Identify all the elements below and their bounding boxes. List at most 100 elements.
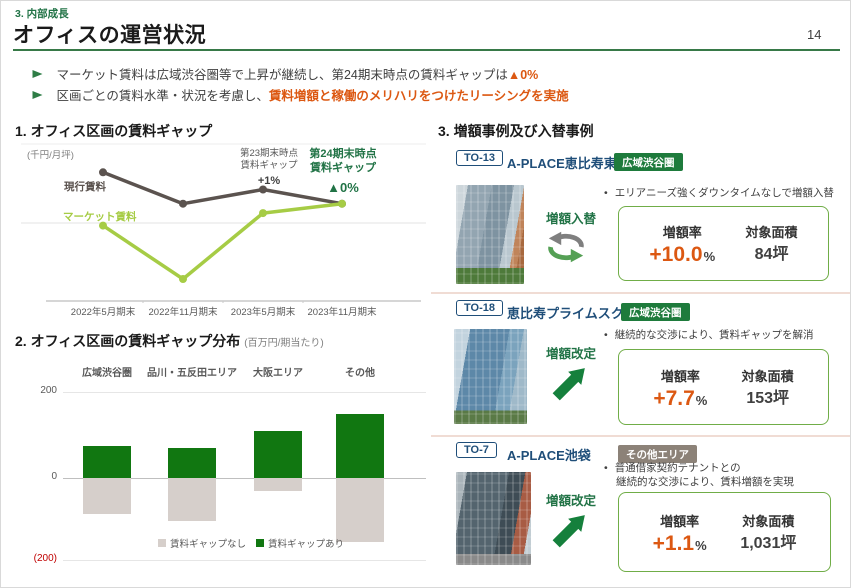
case3-area-badge: その他エリア [618, 445, 697, 463]
case3-note-text-line2: 継続的な交渉により、賃料増額を実現 [616, 476, 794, 488]
chart2-title: 2. オフィス区画の賃料ギャップ分布 [15, 333, 241, 349]
case1-name: A-PLACE恵比寿東 [507, 156, 617, 171]
gridline-neg200 [63, 560, 426, 561]
green-arrow-bullet-icon [32, 70, 43, 78]
case1-area-col: 対象面積 84坪 [746, 222, 798, 264]
x-tick-2: 2022年11月期末 [148, 307, 218, 318]
cases-title: 3. 増額事例及び入替事例 [438, 123, 594, 139]
case1-building-photo [456, 185, 524, 284]
case1-note: • エリアニーズ強くダウンタイムなしで増額入替 [604, 185, 834, 200]
case2-area-badge: 広域渋谷圏 [621, 303, 690, 321]
note-bullet: • [604, 187, 608, 199]
case2-rate-col: 増額率 +7.7% [653, 366, 707, 409]
case3-note: • 普通借家契約テナントとの [604, 460, 741, 475]
case3-name: A-PLACE池袋 [507, 448, 591, 463]
case3-note-text-line1: 普通借家契約テナントとの [614, 462, 741, 474]
case3-building-photo [456, 472, 531, 565]
case2-action-label: 増額改定 [546, 347, 597, 361]
gap-annotation-prev: 第23期末時点 賃料ギャップ +1% [240, 148, 298, 189]
x-tick-1: 2022年5月期末 [70, 307, 136, 318]
legend-item-gap: 賃料ギャップあり [256, 536, 344, 550]
chart2-title-row: 2. オフィス区画の賃料ギャップ分布 (百万円/期当たり) [15, 331, 324, 351]
bar-category-3: 大阪エリア [253, 368, 303, 379]
section-label: 3. 内部成長 [15, 8, 69, 20]
rent-gap-line-chart: (千円/月坪) 現行賃料 マーケット賃料 第23期末時点 賃料ギャップ +1% … [21, 143, 426, 319]
swap-arrows-icon [548, 231, 584, 263]
case3-action-label: 増額改定 [546, 494, 597, 508]
area-label: 対象面積 [741, 368, 794, 384]
case1-area-badge: 広域渋谷圏 [614, 153, 683, 171]
title-rule [13, 49, 840, 51]
line-chart-svg [21, 143, 426, 303]
key-message-1-text: マーケット賃料は広域渋谷圏等で上昇が継続し、第24期末時点の賃料ギャップは [56, 68, 508, 82]
up-arrow-icon [552, 515, 585, 548]
legend-label-nogap: 賃料ギャップなし [169, 539, 246, 550]
case2-rate-unit: % [695, 392, 708, 408]
case1-action-label: 増額入替 [546, 212, 597, 226]
rate-label: 増額率 [660, 513, 700, 529]
x-tick-3: 2023年5月期末 [230, 307, 296, 318]
green-arrow-bullet-icon [32, 91, 43, 99]
bar-nogap-1 [83, 478, 131, 515]
case1-tag: TO-13 [456, 150, 503, 166]
legend-label-gap: 賃料ギャップあり [268, 539, 345, 550]
bar-gap-4 [336, 414, 384, 478]
area-label: 対象面積 [742, 513, 795, 529]
case2-note-text: 継続的な交渉により、賃料ギャップを解消 [614, 329, 814, 341]
case3-rate-value: +1.1 [652, 531, 695, 555]
x-tick-4: 2023年11月期末 [307, 307, 377, 318]
case1-note-text: エリアニーズ強くダウンタイムなしで増額入替 [614, 187, 834, 199]
case3-area-col: 対象面積 1,031坪 [740, 511, 796, 553]
case2-result-box: 増額率 +7.7% 対象面積 153坪 [618, 349, 829, 425]
case2-area-value: 153坪 [746, 389, 790, 407]
bar-category-2: 品川・五反田エリア [147, 368, 237, 379]
y-tick-neg200: (200) [33, 553, 57, 564]
page-title: オフィスの運営状況 [13, 24, 207, 47]
bar-gap-3 [254, 431, 302, 478]
series-label-current-rent: 現行賃料 [64, 181, 106, 193]
gap-distribution-bar-chart: 広域渋谷圏 品川・五反田エリア 大阪エリア その他 200 0 (200) 賃料… [21, 356, 426, 581]
gap-annotation-prev-value: +1% [257, 174, 281, 187]
area-label: 対象面積 [745, 225, 798, 241]
case3-area-value: 1,031坪 [740, 534, 797, 552]
rate-label: 増額率 [662, 225, 702, 240]
gridline-0 [63, 478, 426, 479]
legend-swatch-nogap [157, 539, 166, 547]
gap-annotation-current: 第24期末時点 賃料ギャップ ▲0% [309, 148, 376, 196]
gap-annotation-current-line2: 賃料ギャップ [310, 161, 376, 174]
gap-annotation-current-value: ▲0% [327, 179, 359, 195]
up-arrow-icon [552, 368, 585, 401]
legend-swatch-gap [256, 539, 264, 547]
chart2-legend: 賃料ギャップなし 賃料ギャップあり [121, 536, 381, 550]
key-message-2: 区画ごとの賃料水準・状況を考慮し、賃料増額と稼働のメリハリをつけたリーシングを実… [31, 85, 569, 105]
gap-annotation-prev-line1: 第23期末時点 [239, 148, 299, 159]
case2-area-col: 対象面積 153坪 [742, 366, 794, 408]
bar-category-1: 広域渋谷圏 [82, 368, 132, 379]
case2-note: • 継続的な交渉により、賃料ギャップを解消 [604, 327, 814, 342]
y-tick-200: 200 [40, 385, 57, 396]
case2-rate-value: +7.7 [653, 386, 695, 410]
gap-annotation-prev-line2: 賃料ギャップ [240, 159, 298, 171]
key-message-1-emphasis: ▲0% [507, 68, 539, 82]
case3-rate-unit: % [695, 537, 707, 553]
case-separator [431, 435, 850, 437]
bar-gap-2 [168, 448, 216, 478]
key-message-1: マーケット賃料は広域渋谷圏等で上昇が継続し、第24期末時点の賃料ギャップは▲0% [31, 64, 538, 84]
key-message-2-emphasis: 賃料増額と稼働のメリハリをつけたリーシングを実施 [268, 89, 569, 103]
legend-item-nogap: 賃料ギャップなし [157, 536, 246, 550]
case3-result-box: 増額率 +1.1% 対象面積 1,031坪 [618, 492, 831, 572]
case3-tag: TO-7 [456, 442, 497, 458]
chart1-unit-label: (千円/月坪) [27, 150, 74, 161]
bar-category-4: その他 [345, 368, 375, 379]
rate-label: 増額率 [660, 368, 700, 384]
note-bullet: • [604, 462, 608, 474]
case1-rate-unit: % [703, 249, 716, 264]
bar-nogap-3 [254, 478, 302, 491]
case3-rate-col: 増額率 +1.1% [653, 511, 707, 554]
bar-plot-area [21, 356, 426, 581]
case3-note-line2: 継続的な交渉により、賃料増額を実現 [616, 474, 794, 489]
case1-area-value: 84坪 [754, 246, 789, 264]
gridline-200 [63, 392, 426, 393]
page-number: 14 [807, 27, 822, 42]
